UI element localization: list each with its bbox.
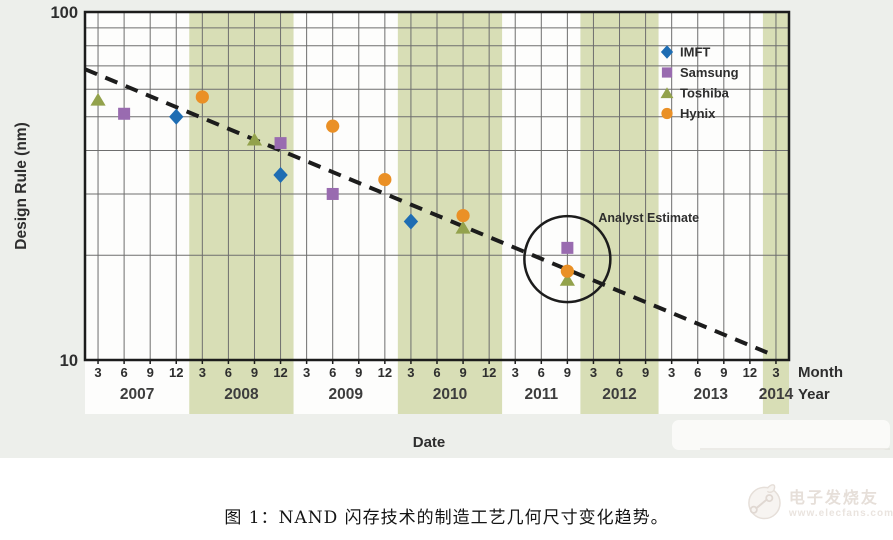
data-point-Samsung-2009-6 — [326, 187, 339, 200]
elecfans-logo-icon — [748, 484, 781, 520]
month-label-2009-12: 12 — [378, 365, 392, 380]
data-point-IMFT-2008-12 — [273, 167, 288, 184]
white-patch — [672, 420, 890, 450]
annotation-label: Analyst Estimate — [598, 211, 699, 225]
watermark-url: www.elecfans.com — [788, 507, 893, 519]
data-point-Toshiba-2008-9 — [246, 132, 263, 146]
year-label-2013: 2013 — [694, 386, 729, 403]
month-label-2012-9: 9 — [642, 365, 649, 380]
data-point-Samsung-2007-6 — [118, 107, 131, 120]
month-label-2012-3: 3 — [590, 365, 597, 380]
month-axis-title: Month — [798, 364, 843, 381]
month-label-2013-9: 9 — [720, 365, 727, 380]
data-point-Toshiba-2010-9 — [455, 220, 471, 234]
legend-marker-IMFT — [660, 45, 674, 59]
month-label-2009-6: 6 — [329, 365, 336, 380]
nand-design-rule-scatter-chart: Analyst Estimate 100 10 3 6 9 12 2007 3 6 9 12 2008 3… — [13, 4, 890, 451]
month-label-2010-9: 9 — [459, 365, 466, 380]
month-label-2014-3: 3 — [772, 365, 779, 380]
legend-item-Toshiba: Toshiba — [660, 86, 730, 101]
year-band-2007 — [85, 12, 190, 414]
year-label-2012: 2012 — [602, 386, 636, 403]
data-point-Toshiba-2011-9 — [559, 273, 575, 286]
watermark-brand: 电子发烧友 — [788, 487, 879, 507]
month-label-2007-3: 3 — [94, 365, 101, 380]
year-label-2007: 2007 — [120, 386, 154, 403]
data-point-Toshiba-2007-3 — [90, 92, 106, 106]
month-label-2010-3: 3 — [407, 365, 414, 380]
month-label-2009-3: 3 — [303, 365, 310, 380]
month-label-2007-9: 9 — [147, 365, 154, 380]
legend-label-Hynix: Hynix — [680, 106, 716, 121]
month-label-2008-3: 3 — [199, 365, 206, 380]
y-axis-title: Design Rule (nm) — [13, 122, 30, 249]
legend-marker-Hynix — [661, 107, 673, 120]
y-tick-label-100: 100 — [50, 4, 78, 22]
year-label-2011: 2011 — [524, 386, 558, 403]
series-Samsung — [118, 107, 574, 254]
annotation-circle — [523, 214, 612, 304]
month-label-2008-6: 6 — [225, 365, 232, 380]
month-label-2011-9: 9 — [564, 365, 571, 380]
month-label-2007-12: 12 — [169, 365, 183, 380]
month-label-2012-6: 6 — [616, 365, 623, 380]
nand-design-rule-chart-figure: Analyst Estimate 100 10 3 6 9 12 2007 3 6 9 12 2008 3… — [0, 0, 893, 458]
legend: IMFT Samsung Toshiba Hynix — [660, 45, 739, 121]
month-label-2008-9: 9 — [251, 365, 258, 380]
series-Toshiba — [90, 92, 575, 286]
month-label-2009-9: 9 — [355, 365, 362, 380]
data-point-Samsung-2008-12 — [274, 137, 287, 150]
data-point-IMFT-2010-3 — [403, 213, 419, 230]
y-tick-label-10: 10 — [60, 352, 78, 370]
legend-marker-Samsung — [661, 67, 673, 78]
data-point-Hynix-2011-9 — [560, 264, 574, 278]
data-point-Hynix-2009-6 — [326, 119, 340, 133]
legend-marker-Toshiba — [660, 87, 674, 99]
legend-item-Samsung: Samsung — [661, 65, 739, 80]
data-point-Samsung-2011-9 — [561, 241, 574, 254]
month-label-2008-12: 12 — [273, 365, 287, 380]
legend-label-Samsung: Samsung — [680, 65, 739, 80]
series-IMFT — [169, 108, 419, 230]
year-axis-title: Year — [798, 386, 830, 403]
month-label-2011-6: 6 — [538, 365, 545, 380]
data-point-Hynix-2008-3 — [195, 90, 209, 104]
legend-item-IMFT: IMFT — [660, 45, 710, 60]
year-band-2010 — [397, 12, 503, 414]
year-label-2009: 2009 — [328, 386, 363, 403]
data-point-Hynix-2010-9 — [456, 208, 470, 223]
legend-label-Toshiba: Toshiba — [680, 86, 730, 101]
month-label-2010-6: 6 — [433, 365, 440, 380]
x-axis-title: Date — [413, 434, 446, 451]
year-label-2014: 2014 — [759, 386, 794, 403]
data-point-IMFT-2007-12 — [169, 108, 184, 125]
month-label-2007-6: 6 — [120, 365, 127, 380]
data-point-Hynix-2009-12 — [378, 172, 392, 187]
year-band-2009 — [293, 12, 398, 414]
watermark: 电子发烧友 www.elecfans.com — [744, 477, 893, 537]
legend-item-Hynix: Hynix — [661, 106, 716, 121]
month-label-2013-12: 12 — [743, 365, 757, 380]
month-label-2011-3: 3 — [512, 365, 519, 380]
year-label-2008: 2008 — [224, 386, 259, 403]
series-Hynix — [195, 90, 574, 278]
year-label-2010: 2010 — [433, 386, 467, 403]
year-band-2013 — [658, 12, 763, 414]
figure-caption: 图 1：NAND 闪存技术的制造工艺几何尺寸变化趋势。 — [224, 508, 669, 528]
month-label-2013-3: 3 — [668, 365, 675, 380]
year-band-2008 — [189, 12, 294, 414]
month-label-2013-6: 6 — [694, 365, 701, 380]
month-label-2010-12: 12 — [482, 365, 496, 380]
legend-label-IMFT: IMFT — [680, 45, 710, 60]
